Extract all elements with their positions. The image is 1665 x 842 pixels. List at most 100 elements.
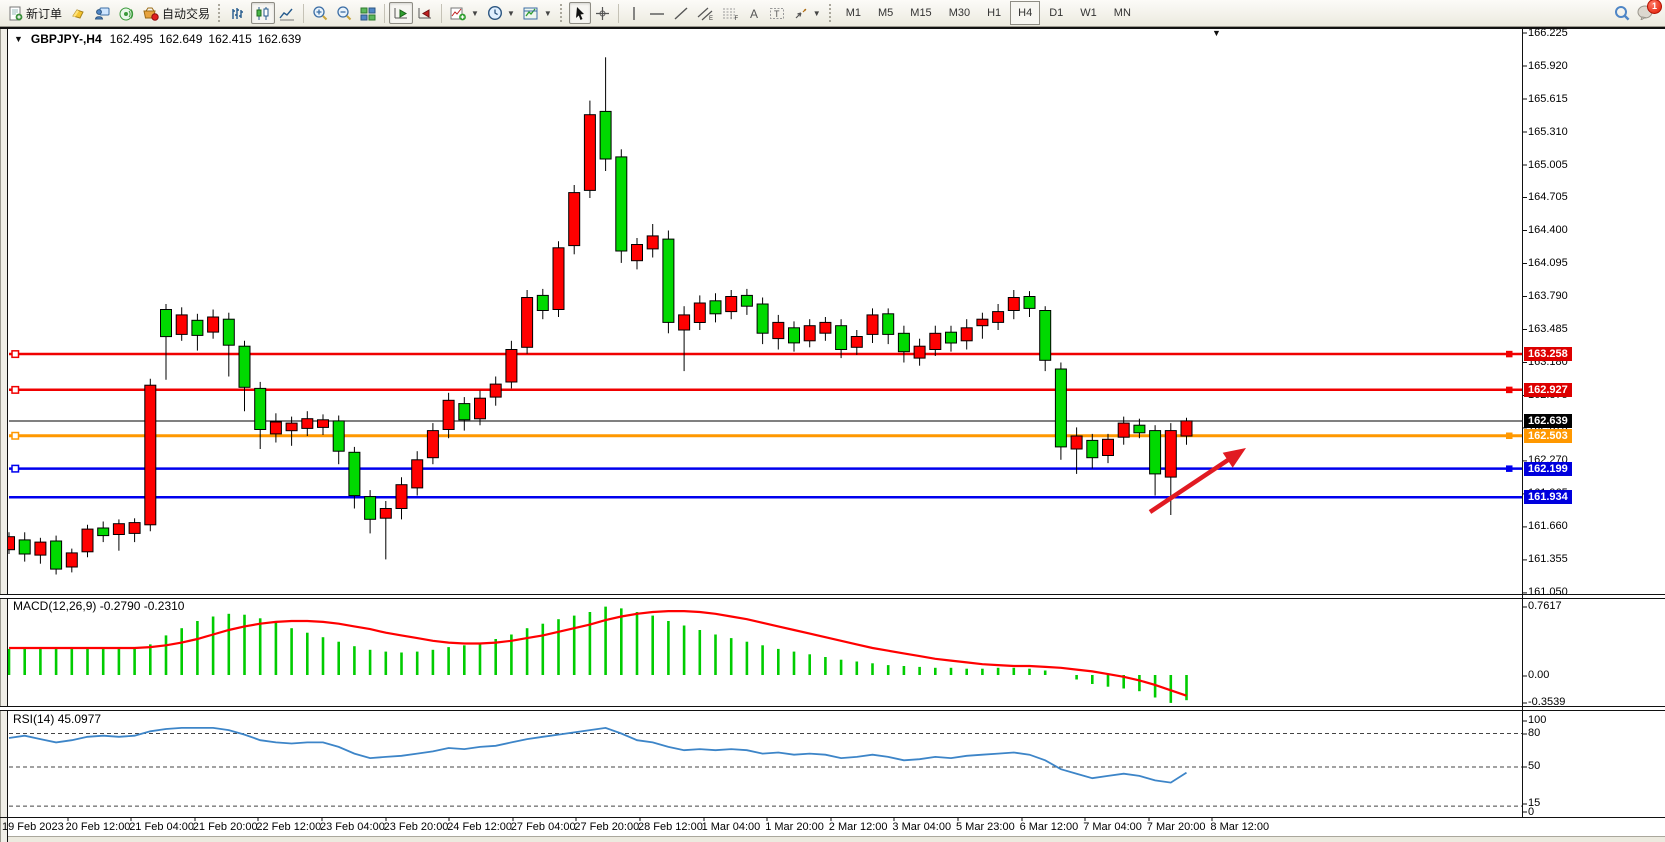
text-button[interactable]: A [743, 2, 765, 24]
candle [238, 345, 251, 388]
chart-shift-marker[interactable]: ▼ [1212, 28, 1221, 38]
timeframe-button-D1[interactable]: D1 [1049, 7, 1064, 19]
auto-trading-button[interactable]: 自动交易 [138, 2, 214, 24]
hline-handle-left[interactable] [11, 464, 20, 473]
candle [18, 539, 31, 555]
hline-handle-right[interactable] [1506, 386, 1513, 394]
candle [442, 399, 455, 430]
chart-shift-button[interactable] [413, 2, 437, 24]
channel-button[interactable]: E [693, 2, 718, 24]
price-line-badge[interactable]: 162.927 [1524, 382, 1572, 397]
price-line-badge[interactable]: 161.934 [1524, 490, 1572, 505]
ohlc-open: 162.495 [109, 32, 154, 46]
hline-handle-left[interactable] [11, 385, 20, 394]
ohlc-low: 162.415 [208, 32, 252, 46]
hline-handle-left[interactable] [11, 431, 20, 440]
cursor-button[interactable] [568, 2, 591, 24]
candle [897, 332, 910, 353]
trendline-icon [673, 6, 689, 21]
text-label-icon: T [769, 6, 785, 21]
candle [552, 247, 565, 311]
periods-button[interactable]: ▼ [483, 2, 519, 24]
trendline-button[interactable] [669, 2, 693, 24]
candle [803, 325, 816, 342]
candle [269, 421, 282, 435]
timeframe-button-M30[interactable]: M30 [948, 7, 971, 19]
indicators-button[interactable]: ▼ [446, 2, 483, 24]
price-line-badge[interactable]: 162.199 [1524, 461, 1572, 476]
candle [992, 311, 1005, 323]
zoom-out-button[interactable] [332, 2, 356, 24]
candle [489, 383, 502, 398]
auto-trading-label: 自动交易 [162, 6, 211, 21]
hline-handle-right[interactable] [1506, 465, 1513, 472]
vertical-line-button[interactable] [623, 2, 645, 24]
tile-windows-button[interactable] [356, 2, 380, 24]
timeframe-button-MN[interactable]: MN [1113, 7, 1131, 19]
data-window-button[interactable] [90, 2, 114, 24]
arrows-button[interactable]: ▼ [789, 2, 825, 24]
text-icon: A [747, 6, 761, 21]
candle [128, 522, 141, 534]
toolbar-right-group: 1 [1613, 0, 1662, 23]
search-icon[interactable] [1613, 4, 1631, 22]
gold-icon [70, 6, 86, 21]
candle [1039, 310, 1052, 361]
horizontal-line-button[interactable] [645, 2, 669, 24]
candle [222, 318, 235, 346]
candle [615, 156, 628, 252]
price-axis-label: 164.095 [1528, 256, 1568, 269]
candle [1149, 430, 1162, 475]
candle [521, 297, 534, 348]
signals-button[interactable] [114, 2, 138, 24]
timeframe-button-M15[interactable]: M15 [910, 7, 932, 19]
candle [1117, 422, 1130, 438]
candle [1007, 297, 1020, 311]
timeframe-button-H4[interactable]: H4 [1010, 1, 1041, 25]
rsi-label: RSI(14) 45.0977 [13, 712, 102, 726]
candle [662, 238, 675, 323]
timeframe-button-M5[interactable]: M5 [878, 7, 894, 19]
templates-button[interactable]: ▼ [519, 2, 556, 24]
timeframe-button-W1[interactable]: W1 [1080, 7, 1097, 19]
market-watch-button[interactable] [66, 2, 90, 24]
tile-windows-icon [360, 6, 376, 21]
timeframe-button-M1[interactable]: M1 [845, 7, 861, 19]
chart-window-top-border [0, 27, 1665, 29]
hline-handle-right[interactable] [1506, 432, 1513, 440]
crosshair-icon [595, 6, 610, 21]
rsi-axis-label: 80 [1528, 727, 1541, 739]
rsi-axis-label: 50 [1528, 760, 1541, 772]
auto-scroll-button[interactable] [389, 2, 414, 24]
text-label-button[interactable]: T [765, 2, 789, 24]
rsi-panel-divider[interactable] [0, 706, 1665, 711]
annotation-arrow[interactable] [1148, 458, 1230, 514]
bar-chart-button[interactable] [227, 2, 251, 24]
time-axis-label: 1 Mar 04:00 [701, 821, 761, 833]
dropdown-caret-icon: ▼ [471, 8, 479, 18]
hline-handle-right[interactable] [1506, 350, 1513, 358]
line-chart-button[interactable] [275, 2, 299, 24]
candle [285, 422, 298, 432]
person-monitor-icon [94, 6, 110, 21]
candlestick-chart-button[interactable] [251, 2, 276, 24]
new-order-button[interactable]: 新订单 [4, 2, 66, 24]
price-line-badge[interactable]: 163.258 [1524, 347, 1572, 362]
chart-collapse-icon[interactable]: ▼ [14, 34, 23, 44]
time-axis-label: 8 Mar 12:00 [1210, 821, 1270, 833]
fibonacci-icon: F [722, 6, 739, 22]
bar-chart-icon [231, 6, 247, 21]
candle [474, 397, 486, 420]
candle [1102, 438, 1114, 456]
candle [191, 319, 204, 336]
hline-handle-left[interactable] [11, 350, 20, 359]
time-axis-label: 1 Mar 20:00 [765, 821, 824, 833]
timeframe-button-H1[interactable]: H1 [987, 7, 1002, 19]
fibonacci-button[interactable]: F [718, 2, 743, 24]
zoom-in-button[interactable] [308, 2, 332, 24]
price-line-badge[interactable]: 162.503 [1524, 428, 1572, 443]
crosshair-button[interactable] [591, 2, 614, 24]
notifications-icon[interactable]: 1 [1637, 0, 1662, 23]
macd-panel-divider[interactable] [0, 594, 1665, 599]
